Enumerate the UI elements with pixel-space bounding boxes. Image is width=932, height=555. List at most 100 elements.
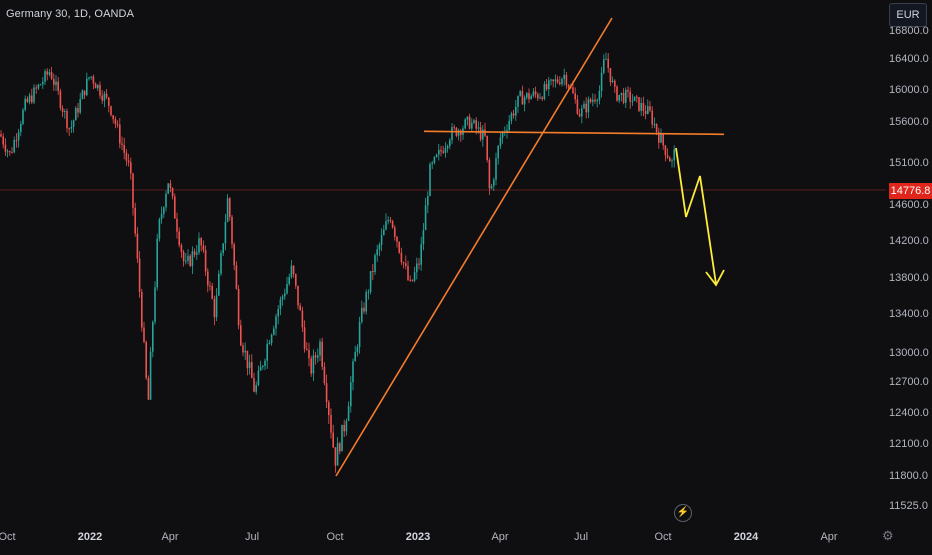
candle-body (429, 164, 431, 196)
candle-body (176, 218, 178, 232)
candle-body (515, 106, 517, 116)
candle-body (66, 110, 68, 129)
candle-body (532, 91, 535, 96)
currency-button[interactable]: EUR (889, 3, 927, 27)
candle-body (105, 93, 108, 98)
candle-body (550, 79, 552, 81)
price-axis-label: 14600.0 (889, 199, 929, 211)
candle-body (317, 355, 319, 358)
candle-body (127, 160, 130, 163)
price-axis-label: 13000.0 (889, 347, 929, 359)
candle-body (376, 249, 378, 256)
candle-body (484, 129, 486, 136)
candle-body (28, 95, 31, 102)
candle-body (319, 341, 321, 356)
candle-body (152, 321, 154, 352)
candle-body (257, 370, 260, 385)
projection-arrowhead (705, 269, 725, 287)
candle-body (539, 97, 541, 99)
candle-body (174, 196, 176, 219)
candle-body (143, 327, 145, 342)
candle-body (618, 94, 620, 101)
candle-body (251, 362, 253, 379)
candle-body (270, 334, 273, 344)
last-price-label: 14776.8 (889, 183, 932, 199)
lightning-icon[interactable]: ⚡ (674, 504, 692, 522)
candle-body (433, 156, 436, 163)
candle-body (31, 95, 33, 103)
candle-body (611, 80, 614, 82)
candle-body (530, 95, 532, 100)
candle-body (631, 100, 634, 102)
candle-body (101, 95, 103, 101)
price-axis-label: 11525.0 (889, 500, 928, 512)
candle-body (367, 291, 370, 293)
candle-body (70, 126, 73, 129)
candle-body (123, 144, 125, 153)
candle-body (422, 230, 425, 245)
candle-body (35, 87, 37, 89)
candle-body (284, 293, 286, 297)
candle-body (477, 127, 480, 129)
candle-body (651, 110, 653, 125)
candle-body (224, 221, 227, 244)
candle-body (673, 149, 675, 161)
candle-body (277, 309, 279, 317)
candle-body (240, 325, 242, 346)
candle-body (110, 106, 112, 116)
candle-body (372, 271, 374, 273)
candle-body (607, 58, 609, 69)
candle-body (649, 106, 651, 111)
candle-body (671, 160, 673, 162)
time-axis-label: 2023 (405, 531, 431, 543)
candle-body (72, 120, 75, 127)
candle-body (356, 347, 359, 353)
candle-body (198, 238, 200, 253)
candle-body (345, 420, 348, 432)
candle-body (275, 316, 277, 329)
candle-body (57, 81, 59, 92)
candle-body (92, 76, 95, 84)
time-axis-label: 2024 (733, 531, 759, 543)
candle-body (207, 271, 209, 286)
candle-body (59, 91, 62, 109)
candle-body (493, 179, 495, 187)
price-axis-label: 16800.0 (889, 25, 929, 37)
candle-body (9, 151, 11, 153)
candle-body (306, 348, 308, 350)
candle-body (231, 216, 233, 245)
candle-body (77, 108, 79, 113)
candle-body (407, 266, 409, 280)
candle-body (446, 146, 449, 149)
candle-body (308, 349, 310, 359)
candle-body (440, 149, 442, 152)
candle-body (268, 343, 271, 345)
time-axis-label: Oct (326, 531, 344, 543)
price-axis-label: 14200.0 (889, 235, 929, 247)
candle-body (653, 123, 656, 125)
candle-body (418, 263, 420, 265)
candle-body (103, 93, 106, 101)
candle-body (253, 378, 255, 392)
candle-body (627, 89, 629, 92)
candle-body (171, 188, 174, 197)
candle-body (363, 307, 365, 312)
candle-body (15, 140, 18, 142)
candle-body (310, 358, 312, 374)
time-axis-label: Jul (573, 531, 589, 543)
candle-body (517, 95, 519, 107)
candle-body (255, 384, 257, 392)
candle-body (61, 108, 64, 112)
candle-body (213, 298, 216, 318)
candle-body (292, 265, 295, 274)
gear-icon[interactable]: ⚙ (882, 528, 894, 543)
candle-body (81, 90, 84, 100)
candle-body (242, 345, 244, 353)
candle-body (37, 84, 40, 89)
projection-path (675, 147, 717, 285)
candle-body (314, 355, 317, 358)
candle-body (374, 255, 376, 273)
time-axis-label: Apr (161, 531, 179, 543)
